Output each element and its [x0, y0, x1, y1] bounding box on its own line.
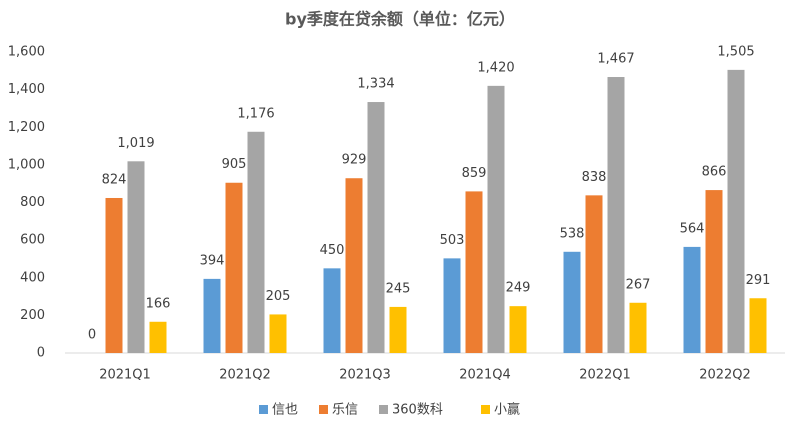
legend-label: 乐信 — [332, 403, 358, 418]
bar — [105, 197, 123, 353]
data-label: 1,176 — [237, 106, 274, 121]
bar — [247, 131, 265, 353]
data-label: 450 — [320, 243, 345, 258]
legend-swatch — [259, 405, 268, 414]
y-tick-label: 1,600 — [8, 45, 45, 60]
x-tick-label: 2021Q1 — [99, 368, 151, 383]
bar — [203, 278, 221, 353]
bar — [149, 321, 167, 353]
legend-label: 小赢 — [494, 402, 520, 418]
data-label: 394 — [200, 253, 225, 268]
bar — [389, 306, 407, 353]
bar — [269, 314, 287, 353]
bar — [465, 191, 483, 353]
bar — [225, 182, 243, 353]
data-label: 859 — [462, 166, 487, 181]
legend-swatch — [481, 405, 490, 414]
data-label: 245 — [386, 281, 411, 296]
legend-swatch — [319, 405, 328, 414]
y-tick-label: 1,400 — [8, 82, 45, 97]
bar — [345, 178, 363, 353]
data-label: 249 — [506, 281, 531, 296]
bar — [749, 298, 767, 353]
bar — [607, 77, 625, 353]
bar — [509, 306, 527, 353]
chart-title: by季度在贷余额（单位：亿元） — [285, 10, 515, 29]
legend-label: 360数科 — [392, 403, 443, 418]
bar — [127, 161, 145, 353]
bar — [629, 302, 647, 353]
bar — [727, 69, 745, 353]
data-label: 1,505 — [717, 44, 754, 59]
y-tick-label: 600 — [20, 233, 45, 248]
bar — [563, 251, 581, 353]
y-tick-label: 400 — [20, 270, 45, 285]
legend-swatch — [379, 405, 388, 414]
data-label: 1,334 — [357, 77, 394, 92]
data-label: 503 — [440, 233, 465, 248]
legend-label: 信也 — [272, 403, 298, 418]
data-label: 291 — [746, 273, 771, 288]
data-label: 0 — [88, 328, 96, 343]
data-label: 838 — [582, 170, 607, 185]
x-tick-label: 2022Q2 — [699, 368, 751, 383]
data-label: 205 — [266, 289, 291, 304]
data-label: 929 — [342, 153, 367, 168]
bar — [487, 85, 505, 354]
bar — [443, 258, 461, 353]
data-label: 166 — [146, 296, 171, 311]
bar — [683, 246, 701, 353]
bar — [585, 195, 603, 353]
data-label: 1,420 — [477, 60, 514, 75]
y-tick-label: 200 — [20, 308, 45, 323]
data-label: 824 — [102, 172, 127, 187]
data-label: 1,019 — [117, 136, 154, 151]
data-label: 866 — [702, 165, 727, 180]
x-tick-label: 2021Q4 — [459, 368, 511, 383]
data-label: 564 — [680, 221, 705, 236]
data-label: 538 — [560, 226, 585, 241]
bar — [323, 268, 341, 353]
y-tick-label: 1,000 — [8, 157, 45, 172]
x-tick-label: 2022Q1 — [579, 368, 631, 383]
bar — [367, 102, 385, 353]
y-tick-label: 1,200 — [8, 120, 45, 135]
data-label: 267 — [626, 277, 651, 292]
data-label: 1,467 — [597, 52, 634, 67]
y-tick-label: 0 — [37, 346, 45, 361]
bar — [705, 190, 723, 353]
y-tick-label: 800 — [20, 195, 45, 210]
x-tick-label: 2021Q2 — [219, 368, 271, 383]
data-label: 905 — [222, 157, 247, 172]
x-tick-label: 2021Q3 — [339, 368, 391, 383]
